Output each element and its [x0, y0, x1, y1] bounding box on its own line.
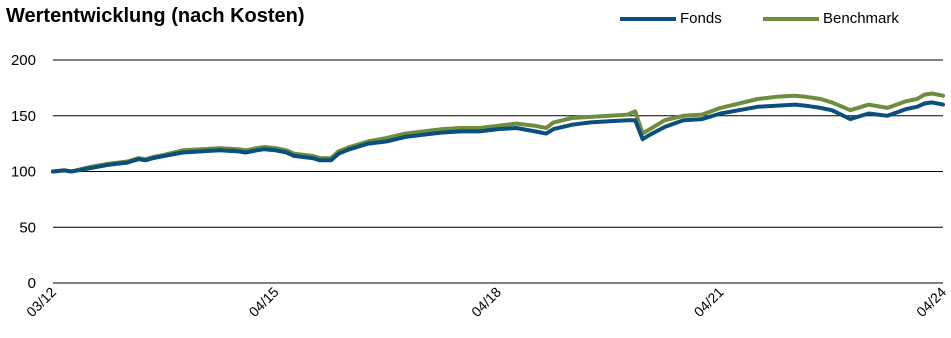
series-line-fonds — [51, 100, 945, 174]
chart-title: Wertentwicklung (nach Kosten) — [6, 5, 305, 27]
legend-label-benchmark: Benchmark — [823, 10, 899, 27]
x-tick-label: 04/15 — [246, 284, 282, 320]
series-line-benchmark — [51, 91, 945, 174]
legend-label-fonds: Fonds — [680, 10, 722, 27]
legend-swatch-fonds — [620, 16, 676, 21]
legend-item-benchmark: Benchmark — [763, 10, 899, 27]
y-tick-label: 150 — [11, 108, 36, 125]
legend-swatch-benchmark — [763, 16, 819, 21]
y-tick-label: 200 — [11, 52, 36, 69]
y-tick-label: 100 — [11, 164, 36, 181]
x-tick-label: 04/21 — [691, 284, 727, 320]
y-tick-label: 50 — [19, 219, 36, 236]
x-tick-label: 04/24 — [913, 284, 949, 320]
y-tick-label: 0 — [28, 275, 36, 292]
x-tick-label: 04/18 — [468, 284, 504, 320]
legend-item-fonds: Fonds — [620, 10, 722, 27]
